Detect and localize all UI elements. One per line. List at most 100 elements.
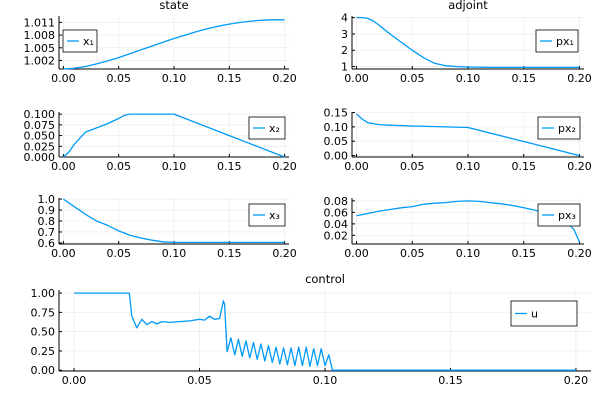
x-tick-label: 0.20 <box>564 374 589 387</box>
y-tick-label: 0.075 <box>24 119 56 132</box>
y-tick-label: 0.025 <box>24 140 56 153</box>
x-tick-label: 0.15 <box>512 72 537 85</box>
x-tick-label: 0.10 <box>313 374 338 387</box>
y-tick-label: 3 <box>341 28 348 41</box>
x-tick-label: 0.00 <box>51 160 76 173</box>
panel-px1: 0.00 0.05 0.10 0.15 0.20 1 2 3 4 adjoint px₁ <box>341 0 592 85</box>
legend-box <box>248 116 286 140</box>
y-tick-label: 0.04 <box>324 218 349 231</box>
x-tick-label: 0.10 <box>456 247 481 260</box>
x-tick-label: 0.00 <box>344 247 369 260</box>
x-tick-label: 0.20 <box>567 160 592 173</box>
x-tick-label: 0.20 <box>567 72 592 85</box>
y-tick-label: 0.7 <box>38 226 56 239</box>
x-tick-label: 0.15 <box>512 247 537 260</box>
y-tick-label: 1.002 <box>24 55 56 68</box>
x-tick-label: 0.05 <box>106 247 131 260</box>
x-tick-label: 0.05 <box>400 72 425 85</box>
chart-title: state <box>159 0 188 12</box>
y-tick-label: 0.000 <box>24 151 56 164</box>
panel-px3: 0.00 0.05 0.10 0.15 0.20 0.020.040.060.08 px₃ <box>324 195 592 260</box>
y-tick-label: 0.02 <box>324 229 349 242</box>
y-tick-label: 0.08 <box>324 195 349 208</box>
y-tick-label: 1 <box>341 61 348 74</box>
x-tick-label: 0.10 <box>456 160 481 173</box>
series-line-x2 <box>62 113 285 158</box>
x-tick-label: 0.05 <box>106 160 131 173</box>
legend-label: x₁ <box>83 35 94 48</box>
y-tick-label: 0.9 <box>38 204 56 217</box>
legend-box <box>535 29 579 53</box>
legend-box <box>62 29 98 53</box>
x-tick-label: 0.05 <box>400 160 425 173</box>
legend-label: px₃ <box>558 209 576 222</box>
x-tick-label: 0.20 <box>272 160 297 173</box>
x-tick-label: 0.05 <box>400 247 425 260</box>
legend-box <box>537 203 581 227</box>
x-tick-label: 0.10 <box>162 72 187 85</box>
legend-label: px₁ <box>556 35 574 48</box>
y-tick-label: 0.100 <box>24 108 56 121</box>
x-tick-label: 0.20 <box>272 247 297 260</box>
x-tick-label: 0.15 <box>217 247 242 260</box>
legend-x2: x₂ <box>248 116 286 140</box>
legend-x1: x₁ <box>62 29 98 53</box>
legend-px3: px₃ <box>537 203 581 227</box>
x-tick-label: 0.00 <box>51 72 76 85</box>
y-tick-label: 0.6 <box>38 237 56 250</box>
y-tick-label: 0.8 <box>38 215 56 228</box>
x-tick-label: 0.10 <box>456 72 481 85</box>
panel-x1: 0.00 0.05 0.10 0.15 0.20 1.0021.0051.0081.011… <box>24 0 297 85</box>
x-tick-label: 0.00 <box>344 72 369 85</box>
series-line-x1 <box>63 19 285 70</box>
series-line-px1 <box>356 16 580 69</box>
x-tick-label: 0.10 <box>162 160 187 173</box>
y-tick-label: 0.75 <box>31 306 56 319</box>
x-tick-label: 0.15 <box>512 160 537 173</box>
y-tick-label: 1.0 <box>38 193 56 206</box>
legend-box <box>537 116 581 140</box>
y-tick-label: 0.05 <box>324 135 349 148</box>
panel-x2: 0.00 0.05 0.10 0.15 0.20 0.0000.0250.0500.075… <box>24 108 297 173</box>
legend-box <box>248 203 286 227</box>
y-tick-label: 1.00 <box>31 287 56 300</box>
y-tick-label: 0.00 <box>324 150 349 163</box>
x-tick-label: 0.00 <box>51 247 76 260</box>
y-tick-label: 0.10 <box>324 121 349 134</box>
chart-title: adjoint <box>448 0 488 12</box>
y-tick-label: 0.00 <box>31 364 56 377</box>
x-tick-label: 0.10 <box>162 247 187 260</box>
y-tick-label: 0.050 <box>24 130 56 143</box>
x-tick-label: 0.05 <box>106 72 131 85</box>
panel-x3: 0.00 0.05 0.10 0.15 0.20 0.60.70.80.91.0 x₃ <box>38 193 297 260</box>
chart-title: control <box>305 272 345 286</box>
x-tick-label: 0.20 <box>567 247 592 260</box>
y-tick-label: 0.15 <box>324 107 349 120</box>
legend-label: px₂ <box>558 122 576 135</box>
y-tick-label: 1.011 <box>24 16 56 29</box>
y-tick-label: 0.25 <box>31 345 56 358</box>
series-line-px2 <box>356 113 580 157</box>
x-tick-label: 0.15 <box>217 160 242 173</box>
x-tick-label: 0.05 <box>187 374 212 387</box>
x-tick-label: 0.15 <box>217 72 242 85</box>
series-line-x3 <box>63 198 285 244</box>
panel-u: 0.00 0.05 0.10 0.15 0.20 0.00 0.25 0.50 0.75 1.00… <box>31 272 591 387</box>
legend-label: u <box>531 308 538 321</box>
y-tick-label: 2 <box>341 44 348 57</box>
x-tick-label: 0.00 <box>62 374 87 387</box>
series-line-u <box>74 292 576 371</box>
x-tick-label: 0.20 <box>272 72 297 85</box>
y-tick-label: 0.50 <box>31 326 56 339</box>
y-tick-label: 0.06 <box>324 206 349 219</box>
x-tick-label: 0.00 <box>344 160 369 173</box>
x-tick-label: 0.15 <box>438 374 463 387</box>
y-tick-label: 1.005 <box>24 42 56 55</box>
y-tick-label: 4 <box>341 12 348 25</box>
legend-px2: px₂ <box>537 116 581 140</box>
legend-px1: px₁ <box>535 29 579 53</box>
legend-label: x₂ <box>269 122 280 135</box>
y-tick-label: 1.008 <box>24 29 56 42</box>
